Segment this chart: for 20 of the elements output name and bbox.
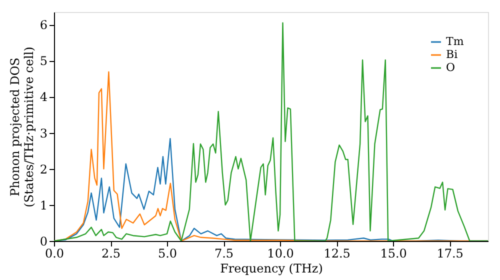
x-tick-label: 17.5 [436, 246, 464, 260]
y-tick-label: 2 [40, 162, 48, 176]
x-axis-title: Frequency (THz) [220, 262, 323, 276]
legend-label: O [446, 61, 456, 74]
y-axis-title: Phonon projected DOS (States/THz·primitive cell) [8, 46, 36, 208]
x-tick-label: 10.0 [267, 246, 294, 260]
x-tick-label: 12.5 [324, 246, 350, 260]
legend-label: Bi [446, 48, 458, 61]
x-tick-label: 0.0 [44, 246, 64, 260]
y-tick-label: 6 [40, 18, 48, 32]
legend-label: Tm [446, 35, 464, 48]
y-tick-label: 1 [40, 198, 48, 212]
x-tick-label: 15.0 [380, 246, 407, 260]
y-tick-label: 0 [40, 234, 48, 248]
x-tick-label: 7.5 [214, 246, 234, 260]
x-tick-label: 5.0 [158, 246, 178, 260]
y-tick-label: 3 [40, 126, 48, 140]
y-tick-label: 4 [40, 90, 48, 104]
x-tick-label: 2.5 [101, 246, 121, 260]
y-tick-label: 5 [40, 54, 48, 68]
